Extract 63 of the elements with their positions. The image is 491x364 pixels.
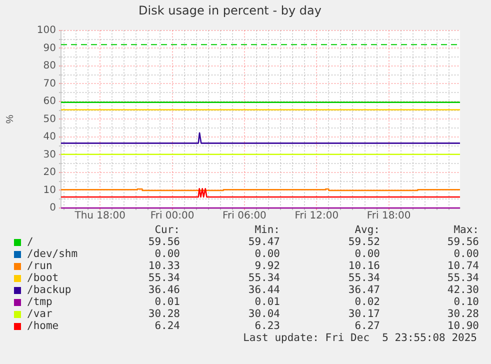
text: 55.34 [446, 272, 479, 284]
text: 0.00 [154, 248, 180, 260]
text: 0.00 [354, 248, 380, 260]
text: 59.47 [247, 236, 280, 248]
text: Cur: [154, 224, 180, 236]
y-tick-label: 0 [50, 202, 56, 214]
x-tick-label: Fri 00:00 [150, 210, 194, 222]
legend-label: /run [27, 260, 52, 272]
y-tick-label: 90 [43, 42, 56, 54]
text: 59.56 [446, 236, 479, 248]
text: 36.47 [347, 284, 380, 296]
y-tick-label: 40 [43, 132, 56, 143]
text: 9.92 [254, 260, 280, 272]
text: 42.30 [446, 284, 479, 296]
y-tick-label: 60 [43, 96, 56, 108]
text: 0.10 [452, 296, 479, 308]
x-tick-label: Fri 18:00 [366, 210, 411, 222]
text: 59.52 [347, 236, 380, 248]
text: 30.28 [446, 308, 479, 320]
text: Max: [452, 224, 479, 236]
text: 36.44 [247, 284, 280, 296]
y-tick-label: 30 [43, 149, 56, 160]
x-tick-label: Fri 06:00 [222, 210, 266, 222]
y-tick-label: 100 [36, 24, 56, 36]
text: 6.23 [254, 320, 280, 332]
text: Min: [254, 224, 280, 236]
text: 55.34 [347, 272, 380, 284]
text: 10.16 [347, 260, 380, 272]
text: 0.01 [254, 296, 280, 308]
text: 10.33 [147, 260, 180, 272]
text: 59.56 [147, 236, 180, 248]
y-axis-title: % [4, 114, 16, 124]
text: 30.04 [247, 308, 280, 320]
legend-label: /var [27, 308, 52, 320]
x-tick-label: Thu 18:00 [74, 210, 126, 222]
text: 55.34 [147, 272, 180, 284]
legend-label: /dev/shm [27, 248, 78, 260]
text: 10.74 [446, 260, 479, 272]
x-tick-label: Fri 12:00 [294, 210, 339, 222]
text: 55.34 [247, 272, 280, 284]
legend-label: / [27, 236, 34, 248]
text: 0.02 [354, 296, 380, 308]
legend-label: /backup [27, 284, 72, 296]
y-tick-label: 80 [43, 60, 56, 72]
text: 30.28 [147, 308, 180, 320]
text: 36.46 [147, 284, 180, 296]
text: 0.00 [254, 248, 280, 260]
text: 10.90 [446, 320, 479, 332]
legend-label: /home [27, 320, 59, 332]
legend-label: /tmp [27, 296, 52, 308]
y-tick-label: 70 [43, 78, 56, 90]
y-tick-label: 10 [43, 184, 56, 196]
text: Avg: [354, 224, 380, 236]
text: 0.00 [452, 248, 479, 260]
text: 6.27 [354, 320, 380, 332]
text: 30.17 [347, 308, 380, 320]
legend-label: /boot [27, 272, 59, 284]
y-tick-label: 50 [43, 114, 56, 125]
text: 6.24 [154, 320, 180, 332]
text: Last update: Fri Dec 5 23:55:08 2025 [243, 332, 477, 344]
y-tick-label: 20 [43, 167, 56, 178]
text: 0.01 [154, 296, 180, 308]
chart-title: Disk usage in percent - by day [138, 3, 322, 18]
